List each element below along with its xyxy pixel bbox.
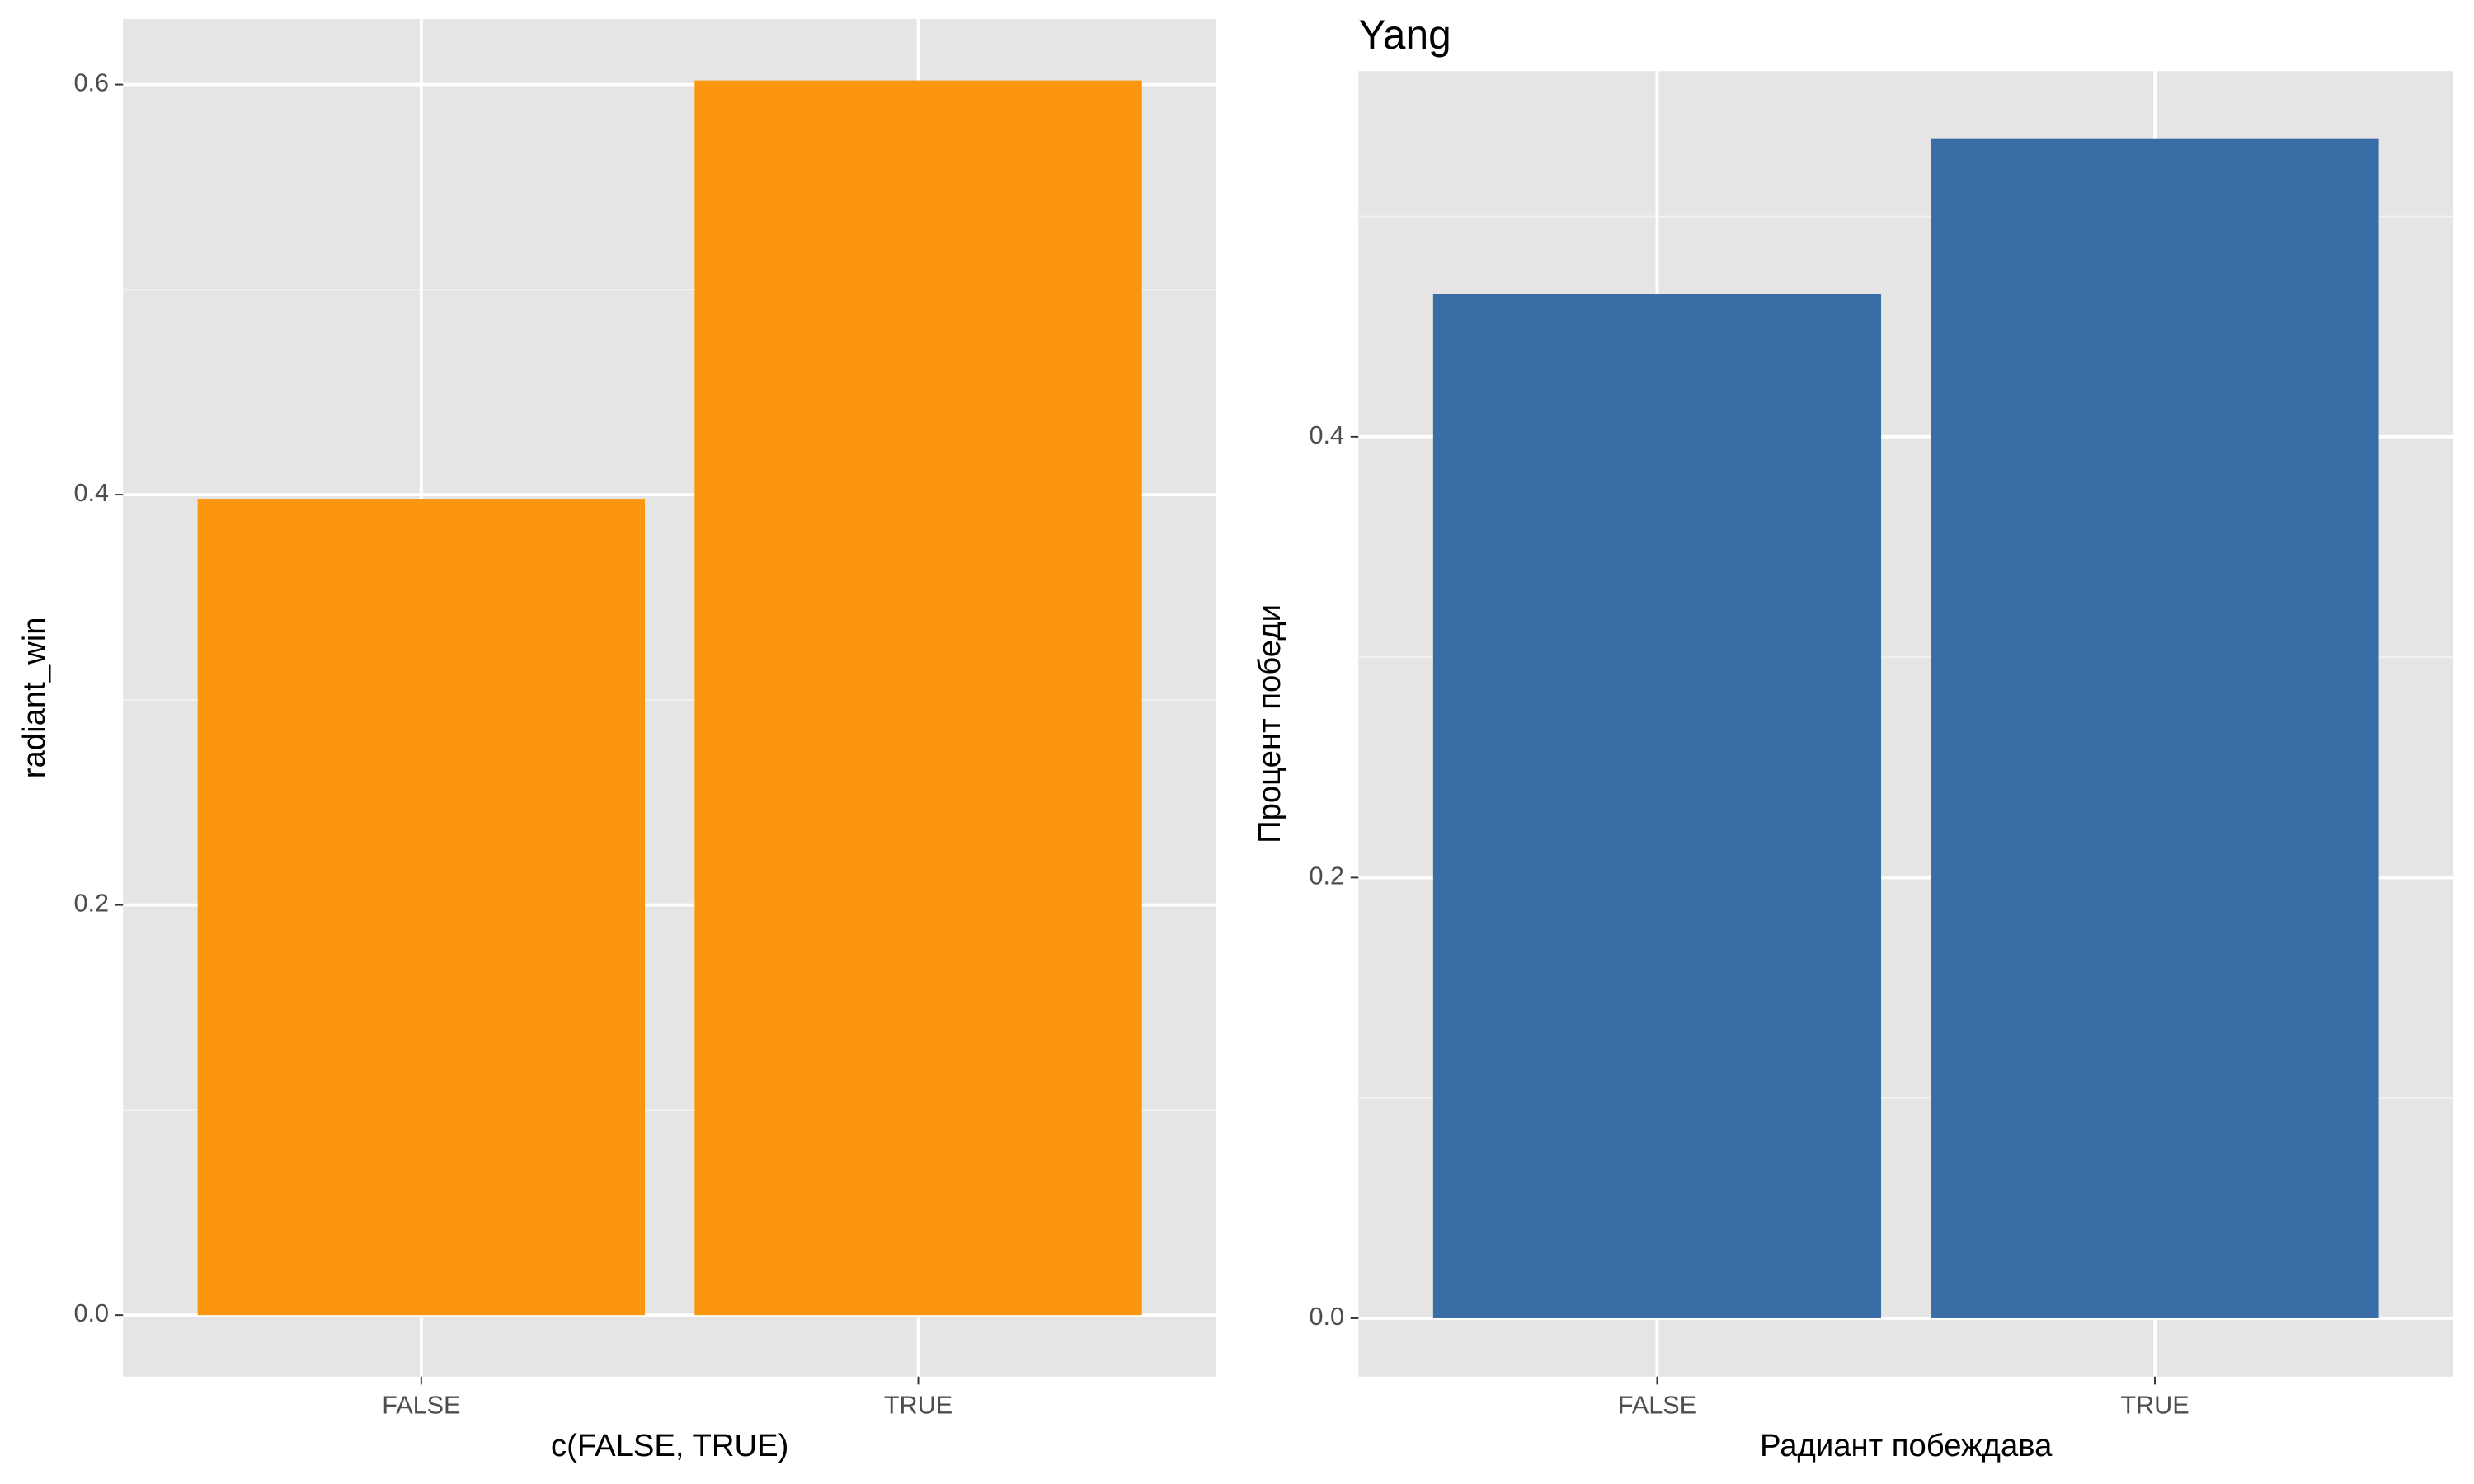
x-tick-label: FALSE (382, 1391, 460, 1419)
y-tick-label: 0.6 (73, 69, 109, 97)
x-axis-title: Радиант побеждава (1760, 1428, 2053, 1463)
bar (1432, 294, 1882, 1318)
y-tick-label: 0.2 (73, 890, 109, 918)
y-tick-label: 0.0 (1310, 1303, 1345, 1331)
bar (197, 499, 646, 1316)
bar (694, 80, 1142, 1316)
bar (1931, 138, 2379, 1318)
y-tick-label: 0.4 (1310, 421, 1345, 449)
x-tick-label: FALSE (1618, 1391, 1696, 1419)
y-tick-label: 0.0 (73, 1299, 109, 1327)
y-axis-title: radiant_win (16, 617, 52, 778)
y-tick-label: 0.4 (73, 479, 109, 507)
chart-title: Yang (1358, 12, 1451, 58)
y-tick-label: 0.2 (1310, 862, 1345, 890)
x-tick-label: TRUE (884, 1391, 952, 1419)
x-axis-title: c(FALSE, TRUE) (551, 1428, 788, 1463)
x-tick-label: TRUE (2120, 1391, 2189, 1419)
y-axis-title: Процент победи (1252, 604, 1287, 843)
